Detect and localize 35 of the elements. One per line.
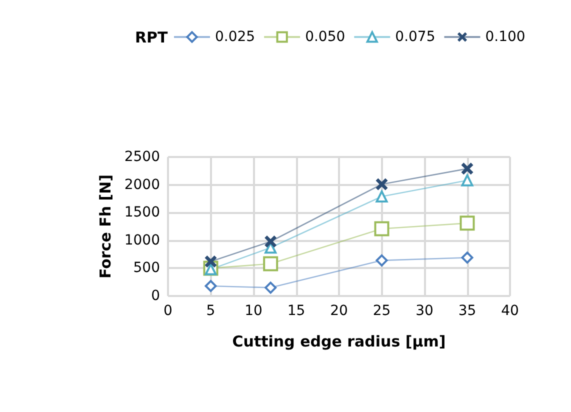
legend-label: 0.050 xyxy=(305,29,346,45)
x-tick-label: 0 xyxy=(164,303,172,319)
legend-label: 0.100 xyxy=(485,29,526,45)
legend-label: 0.075 xyxy=(395,29,436,45)
y-axis-title: Force Fh [N] xyxy=(96,174,114,279)
y-tick-label: 0 xyxy=(151,288,160,304)
point xyxy=(461,174,474,186)
y-tick-label: 1500 xyxy=(124,204,160,221)
x-tick-label: 40 xyxy=(501,303,519,319)
x-tick-label: 20 xyxy=(330,303,348,319)
x-axis-title: Cutting edge radius [µm] xyxy=(232,332,446,350)
x-tick-label: 5 xyxy=(206,303,216,319)
point xyxy=(376,254,388,266)
legend-label: 0.025 xyxy=(215,29,256,45)
point xyxy=(460,216,475,231)
x-tick-label: 35 xyxy=(458,303,476,319)
y-tick-label: 500 xyxy=(133,260,160,276)
x-tick-label: 15 xyxy=(287,303,306,319)
x-tick-label: 25 xyxy=(372,303,391,319)
point xyxy=(374,221,390,236)
y-tick-label: 2000 xyxy=(124,176,160,193)
point xyxy=(264,236,277,248)
legend-title: RPT xyxy=(135,28,169,46)
point xyxy=(204,280,217,292)
point xyxy=(376,178,388,190)
y-tick-label: 1000 xyxy=(124,232,160,248)
point xyxy=(461,162,474,175)
x-tick-label: 30 xyxy=(416,303,434,319)
x-tick-label: 10 xyxy=(244,303,262,319)
point xyxy=(376,190,388,202)
point xyxy=(461,252,474,264)
point xyxy=(204,256,217,268)
point xyxy=(263,256,278,272)
y-tick-label: 2500 xyxy=(124,149,160,165)
point xyxy=(264,282,277,294)
